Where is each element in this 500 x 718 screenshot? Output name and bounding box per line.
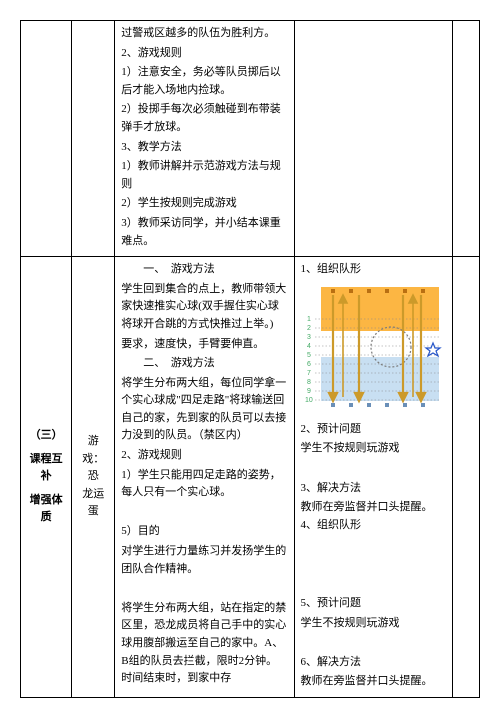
heading: 2、游戏规则 xyxy=(121,447,287,465)
heading: 一、 游戏方法 xyxy=(121,261,287,279)
text: 1）注意安全，务必等队员掷后以后才能入场地内捡球。 xyxy=(121,64,287,99)
heading: 3、解决方法 xyxy=(301,480,447,498)
text: 要求，速度快，手臂要伸直。 xyxy=(121,336,287,354)
text: 将学生分布两大组，站在指定的禁区里，恐龙成员将自己手中的实心球用腹部搬运至自己的… xyxy=(121,600,287,688)
svg-text:7: 7 xyxy=(307,370,311,377)
svg-text:2: 2 xyxy=(307,325,311,332)
diagram-bottom-markers xyxy=(331,403,425,407)
star-icon xyxy=(426,343,440,356)
text: 2）学生按规则完成游戏 xyxy=(121,195,287,213)
text: 1）教师讲解并示范游戏方法与规则 xyxy=(121,158,287,193)
text: 1）学生只能用四足走路的姿势，每人只有一个实心球。 xyxy=(121,467,287,502)
svg-text:10: 10 xyxy=(305,397,313,404)
svg-text:4: 4 xyxy=(307,343,311,350)
heading: 2、游戏规则 xyxy=(121,45,287,63)
text: 3）教师采访同学，并小结本课重难点。 xyxy=(121,215,287,250)
diagram-numbers: 1 2 3 4 5 6 7 8 9 10 xyxy=(305,316,313,404)
lesson-plan-table: 过警戒区越多的队伍为胜利方。 2、游戏规则 1）注意安全，务必等队员掷后以后才能… xyxy=(20,20,480,698)
cell-r2-c3: 一、 游戏方法 学生回到集合的点上，教师带领大家快速推实心球(双手握住实心球将球… xyxy=(115,257,294,698)
cell-r1-c5 xyxy=(453,21,480,257)
table-row: 过警戒区越多的队伍为胜利方。 2、游戏规则 1）注意安全，务必等队员掷后以后才能… xyxy=(21,21,480,257)
formation-diagram: 1 2 3 4 5 6 7 8 9 10 xyxy=(303,283,443,413)
heading: 2、预计问题 xyxy=(301,421,447,439)
heading: 二、 游戏方法 xyxy=(121,355,287,373)
heading: 5、预计问题 xyxy=(301,595,447,613)
svg-text:9: 9 xyxy=(307,388,311,395)
section-label: 增强体质 xyxy=(27,492,65,527)
text: 学生不按规则玩游戏 xyxy=(301,615,447,633)
text xyxy=(301,556,447,574)
text xyxy=(301,460,447,478)
text: 将学生分布两大组，每位同学拿一个实心球成"四足走路"将球输送回自己的家，先到家的… xyxy=(121,375,287,445)
heading: 6、解决方法 xyxy=(301,654,447,672)
svg-text:8: 8 xyxy=(307,379,311,386)
section-label: （三） xyxy=(27,427,65,445)
heading: 5）目的 xyxy=(121,523,287,541)
heading: 3、教学方法 xyxy=(121,139,287,157)
text: 过警戒区越多的队伍为胜利方。 xyxy=(121,25,287,43)
table-row: （三） 课程互补 增强体质 游戏：恐 龙运蛋 一、 游戏方法 学生回到集合的点上… xyxy=(21,257,480,698)
cell-r2-c2: 游戏：恐 龙运蛋 xyxy=(72,257,115,698)
cell-r1-c4 xyxy=(294,21,453,257)
svg-text:5: 5 xyxy=(307,352,311,359)
svg-text:3: 3 xyxy=(307,334,311,341)
text: 学生不按规则玩游戏 xyxy=(301,440,447,458)
cell-r2-c1: （三） 课程互补 增强体质 xyxy=(21,257,72,698)
svg-text:1: 1 xyxy=(307,316,311,323)
cell-r1-c1 xyxy=(21,21,72,257)
cell-r2-c4: 1、组织队形 1 2 3 4 5 6 7 8 9 10 xyxy=(294,257,453,698)
svg-text:6: 6 xyxy=(307,361,311,368)
text: 2）投掷手每次必须触碰到布带装弹手才放球。 xyxy=(121,101,287,136)
text xyxy=(301,575,447,593)
text xyxy=(301,536,447,554)
game-name: 龙运蛋 xyxy=(78,486,108,521)
heading: 1、组织队形 xyxy=(301,261,447,279)
cell-r1-c3: 过警戒区越多的队伍为胜利方。 2、游戏规则 1）注意安全，务必等队员掷后以后才能… xyxy=(115,21,294,257)
text: 对学生进行力量练习并发扬学生的团队合作精神。 xyxy=(121,543,287,578)
text xyxy=(301,634,447,652)
text: 教师在旁监督并口头提醒。 xyxy=(301,673,447,691)
text xyxy=(121,504,287,522)
cell-r1-c2 xyxy=(72,21,115,257)
text: 学生回到集合的点上，教师带领大家快速推实心球(双手握住实心球将球开合跳的方式快推… xyxy=(121,281,287,334)
text: 教师在旁监督并口头提醒。4、组织队形 xyxy=(301,499,447,534)
text xyxy=(121,580,287,598)
cell-r2-c5 xyxy=(453,257,480,698)
section-label: 课程互补 xyxy=(27,451,65,486)
game-name: 游戏：恐 xyxy=(78,433,108,486)
